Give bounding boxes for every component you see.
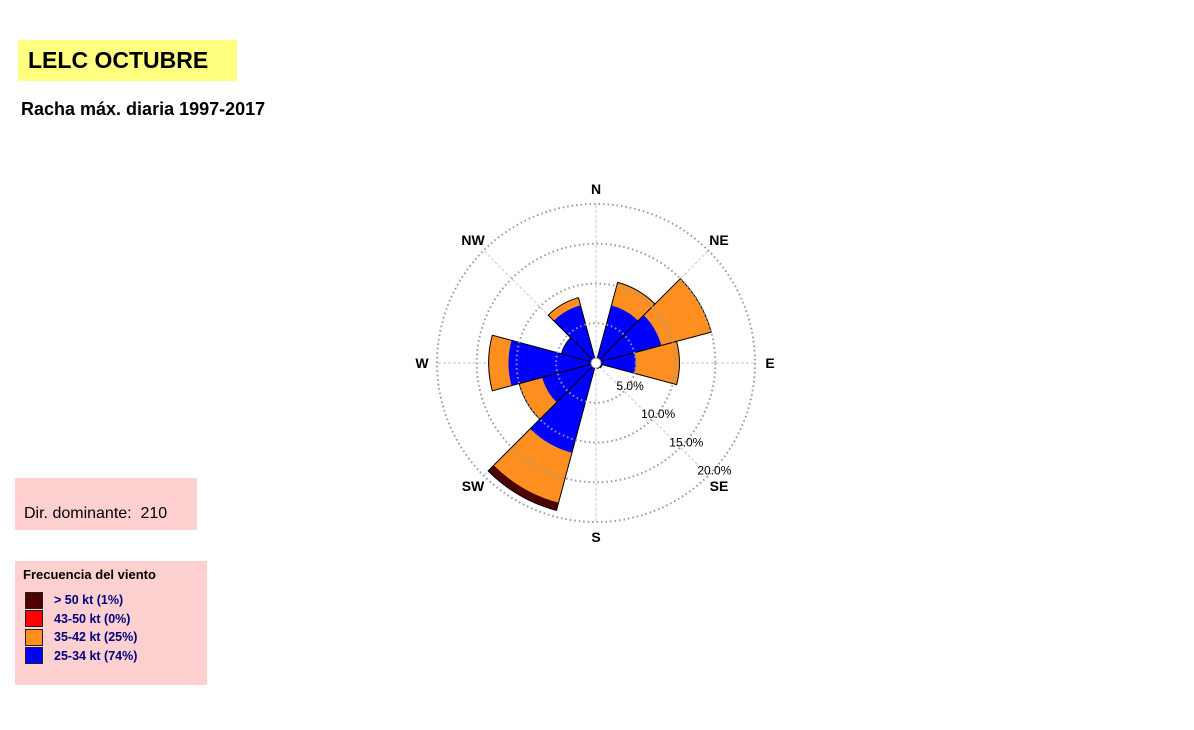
radial-grid-circle (475, 242, 717, 484)
legend-title: Frecuencia del viento (23, 567, 156, 582)
direction-label: SW (462, 478, 485, 494)
legend-swatch (25, 647, 43, 665)
center-circle (590, 357, 602, 369)
legend-label: 25-34 kt (74%) (54, 648, 138, 663)
legend-label: 35-42 kt (25%) (54, 630, 138, 645)
legend: Frecuencia del viento > 50 kt (1%) 43-50… (15, 561, 207, 685)
legend-swatch (25, 591, 43, 609)
direction-label: SE (710, 478, 729, 494)
rose-segment (596, 315, 662, 363)
legend-label: > 50 kt (1%) (54, 593, 124, 608)
rose-segment (596, 341, 680, 385)
direction-label: NE (709, 232, 728, 248)
rose-segment (561, 337, 596, 363)
dominant-direction-value: 210 (140, 505, 168, 522)
legend-swatch (25, 628, 43, 646)
rose-sector-outline (594, 277, 712, 364)
rose-segment (530, 363, 596, 453)
rose-segment (508, 340, 596, 386)
rose-sector-outline (594, 340, 680, 386)
radial-tick-label: 5.0% (616, 379, 644, 393)
rose-sector-outline (488, 334, 598, 392)
legend-item-over-50: > 50 kt (1%) (23, 591, 207, 610)
dominant-direction-label: Dir. dominante: (24, 505, 132, 522)
direction-label: E (765, 355, 774, 371)
legend-item-35-42: 35-42 kt (25%) (23, 628, 207, 647)
legend-item-43-50: 43-50 kt (0%) (23, 610, 207, 629)
rose-segment (596, 305, 639, 363)
legend-label: 43-50 kt (0%) (54, 611, 131, 626)
rose-sector-outline (594, 362, 603, 369)
chart-title: LELC OCTUBRE (18, 40, 237, 81)
direction-label: S (591, 529, 600, 545)
direction-label: NW (461, 232, 485, 248)
radial-tick-label: 15.0% (669, 435, 703, 449)
radial-grid-circle (555, 322, 637, 404)
radial-tick-label: 20.0% (697, 463, 731, 477)
spoke-line (595, 362, 709, 476)
rose-sector-outline (547, 297, 597, 365)
rose-segment (553, 305, 596, 363)
radial-tick-label: 10.0% (641, 407, 675, 421)
radial-grid-circle (515, 282, 677, 444)
direction-label: N (591, 181, 601, 197)
chart-subtitle: Racha máx. diaria 1997-2017 (21, 99, 266, 119)
legend-swatch (25, 610, 43, 628)
rose-sector-outline (487, 361, 597, 512)
rose-segment (542, 363, 596, 403)
rose-sector-outline (595, 361, 601, 370)
direction-label: W (415, 355, 429, 371)
rose-segment (596, 352, 636, 374)
dominant-direction-box: Dir. dominante: 210 (15, 478, 197, 530)
radial-grid-circle (436, 203, 756, 523)
legend-item-25-34: 25-34 kt (74%) (23, 647, 207, 666)
